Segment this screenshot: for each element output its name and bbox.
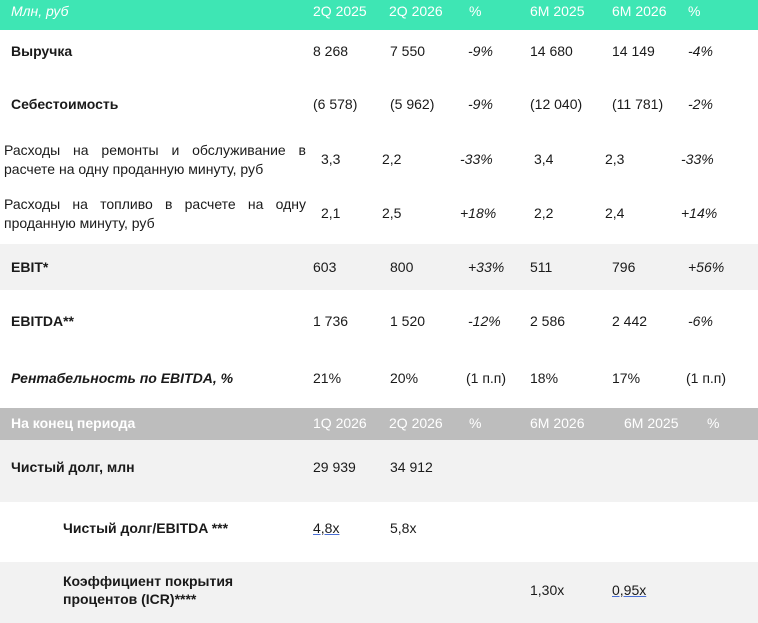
cell-value: 4,8x — [313, 519, 339, 537]
table-row-ebitda-margin: Рентабельность по EBITDA, % 21% 20% (1 п… — [0, 350, 758, 408]
table-row-revenue: Выручка 8 268 7 550 -9% 14 680 14 149 -4… — [0, 30, 758, 72]
header-col-6m2025: 6M 2025 — [530, 3, 585, 19]
row-label: Выручка — [11, 43, 73, 59]
cell-value: 2,4 — [605, 205, 625, 221]
cell-value: 21% — [313, 370, 342, 386]
cell-value: 511 — [530, 259, 553, 275]
cell-value-text: 0,95x — [612, 582, 647, 598]
cell-value: 2,5 — [382, 205, 402, 221]
table-row-icr: Коэффициент покрытия процентов (ICR)****… — [0, 562, 758, 623]
cell-value: 796 — [612, 259, 636, 275]
cell-value: 1 736 — [313, 313, 349, 329]
cell-value: (12 040) — [530, 96, 583, 112]
header-col-pct-6m: % — [688, 3, 701, 19]
row-label: Чистый долг/EBITDA *** — [63, 520, 229, 536]
cell-value: 17% — [612, 370, 641, 386]
cell-value: 5,8x — [390, 520, 417, 536]
row-label: Расходы на ремонты и обслуживание в расч… — [4, 142, 306, 177]
row-label: Чистый долг, млн — [11, 459, 135, 475]
cell-value: -33% — [460, 151, 493, 167]
cell-value: -33% — [681, 151, 714, 167]
cell-value: 29 939 — [313, 459, 356, 475]
table-row-net-debt: Чистый долг, млн 29 939 34 912 — [0, 440, 758, 502]
header-col-pct-6m: % — [707, 415, 720, 431]
row-label: EBIT* — [11, 259, 49, 275]
cell-value: -9% — [468, 96, 493, 112]
cell-value: (5 962) — [390, 96, 435, 112]
header-col-pct: % — [469, 415, 482, 431]
table-header-period: Млн, руб 2Q 2025 2Q 2026 % 6M 2025 6M 20… — [0, 0, 758, 30]
cell-value: -6% — [688, 313, 713, 329]
header-label: Млн, руб — [11, 3, 69, 19]
cell-value: 14 149 — [612, 43, 655, 59]
table-row-net-debt-ebitda: Чистый долг/EBITDA *** 4,8x 5,8x — [0, 502, 758, 562]
table-row-ebit: EBIT* 603 800 +33% 511 796 +56% — [0, 244, 758, 290]
cell-value: 2 442 — [612, 313, 648, 329]
table-row-repair-cost: Расходы на ремонты и обслуживание в расч… — [0, 132, 758, 190]
cell-value: -4% — [688, 43, 713, 59]
cell-value: 603 — [313, 259, 337, 275]
header-col-6m2025: 6M 2025 — [624, 415, 679, 431]
cell-value: +18% — [460, 205, 497, 221]
cell-value: +14% — [681, 205, 718, 221]
cell-value: 8 268 — [313, 43, 349, 59]
table-row-cost: Себестоимость (6 578) (5 962) -9% (12 04… — [0, 72, 758, 132]
cell-value-text: 4,8x — [313, 520, 340, 536]
cell-value: 20% — [390, 370, 419, 386]
header-col-6m2026: 6M 2026 — [530, 415, 585, 431]
cell-value: 18% — [530, 370, 559, 386]
row-label-line1: Коэффициент покрытия — [63, 573, 234, 589]
cell-value: 0,95x — [612, 581, 646, 599]
cell-value: +33% — [468, 259, 505, 275]
table-row-fuel-cost: Расходы на топливо в расчете на одну про… — [0, 190, 758, 244]
row-label: Расходы на топливо в расчете на одну про… — [4, 196, 306, 231]
header-col-1q2026: 1Q 2026 — [313, 415, 367, 431]
cell-value: 2 586 — [530, 313, 566, 329]
cell-value: (11 781) — [612, 96, 664, 112]
header-col-2q2026: 2Q 2026 — [389, 3, 443, 19]
row-label: Рентабельность по EBITDA, % — [11, 370, 234, 386]
header-col-6m2026: 6M 2026 — [612, 3, 667, 19]
table-header-period-end: На конец периода 1Q 2026 2Q 2026 % 6M 20… — [0, 408, 758, 440]
cell-value: -12% — [468, 313, 501, 329]
cell-value: (1 п.п) — [466, 370, 507, 386]
cell-value: 34 912 — [390, 459, 433, 475]
cell-value: 2,1 — [321, 205, 341, 221]
cell-value: 2,2 — [382, 151, 402, 167]
header-col-2q2025: 2Q 2025 — [313, 3, 367, 19]
cell-value: (6 578) — [313, 96, 358, 112]
cell-value: 3,4 — [534, 151, 554, 167]
cell-value: 7 550 — [390, 43, 426, 59]
cell-value: 3,3 — [321, 151, 341, 167]
row-label: Себестоимость — [11, 96, 119, 112]
cell-value: 2,2 — [534, 205, 554, 221]
cell-value: -2% — [688, 96, 713, 112]
header-label: На конец периода — [11, 415, 136, 431]
cell-value: (1 п.п) — [686, 370, 727, 386]
cell-value: 14 680 — [530, 43, 573, 59]
cell-value: 1 520 — [390, 313, 426, 329]
row-label: EBITDA** — [11, 313, 75, 329]
header-col-pct: % — [469, 3, 482, 19]
table-row-ebitda: EBITDA** 1 736 1 520 -12% 2 586 2 442 -6… — [0, 290, 758, 350]
cell-value: 2,3 — [605, 151, 625, 167]
cell-value: 800 — [390, 259, 414, 275]
row-label-line2: процентов (ICR)**** — [63, 591, 197, 607]
cell-value: -9% — [468, 43, 493, 59]
cell-value: 1,30x — [530, 582, 565, 598]
header-col-2q2026: 2Q 2026 — [389, 415, 443, 431]
cell-value: +56% — [688, 259, 725, 275]
